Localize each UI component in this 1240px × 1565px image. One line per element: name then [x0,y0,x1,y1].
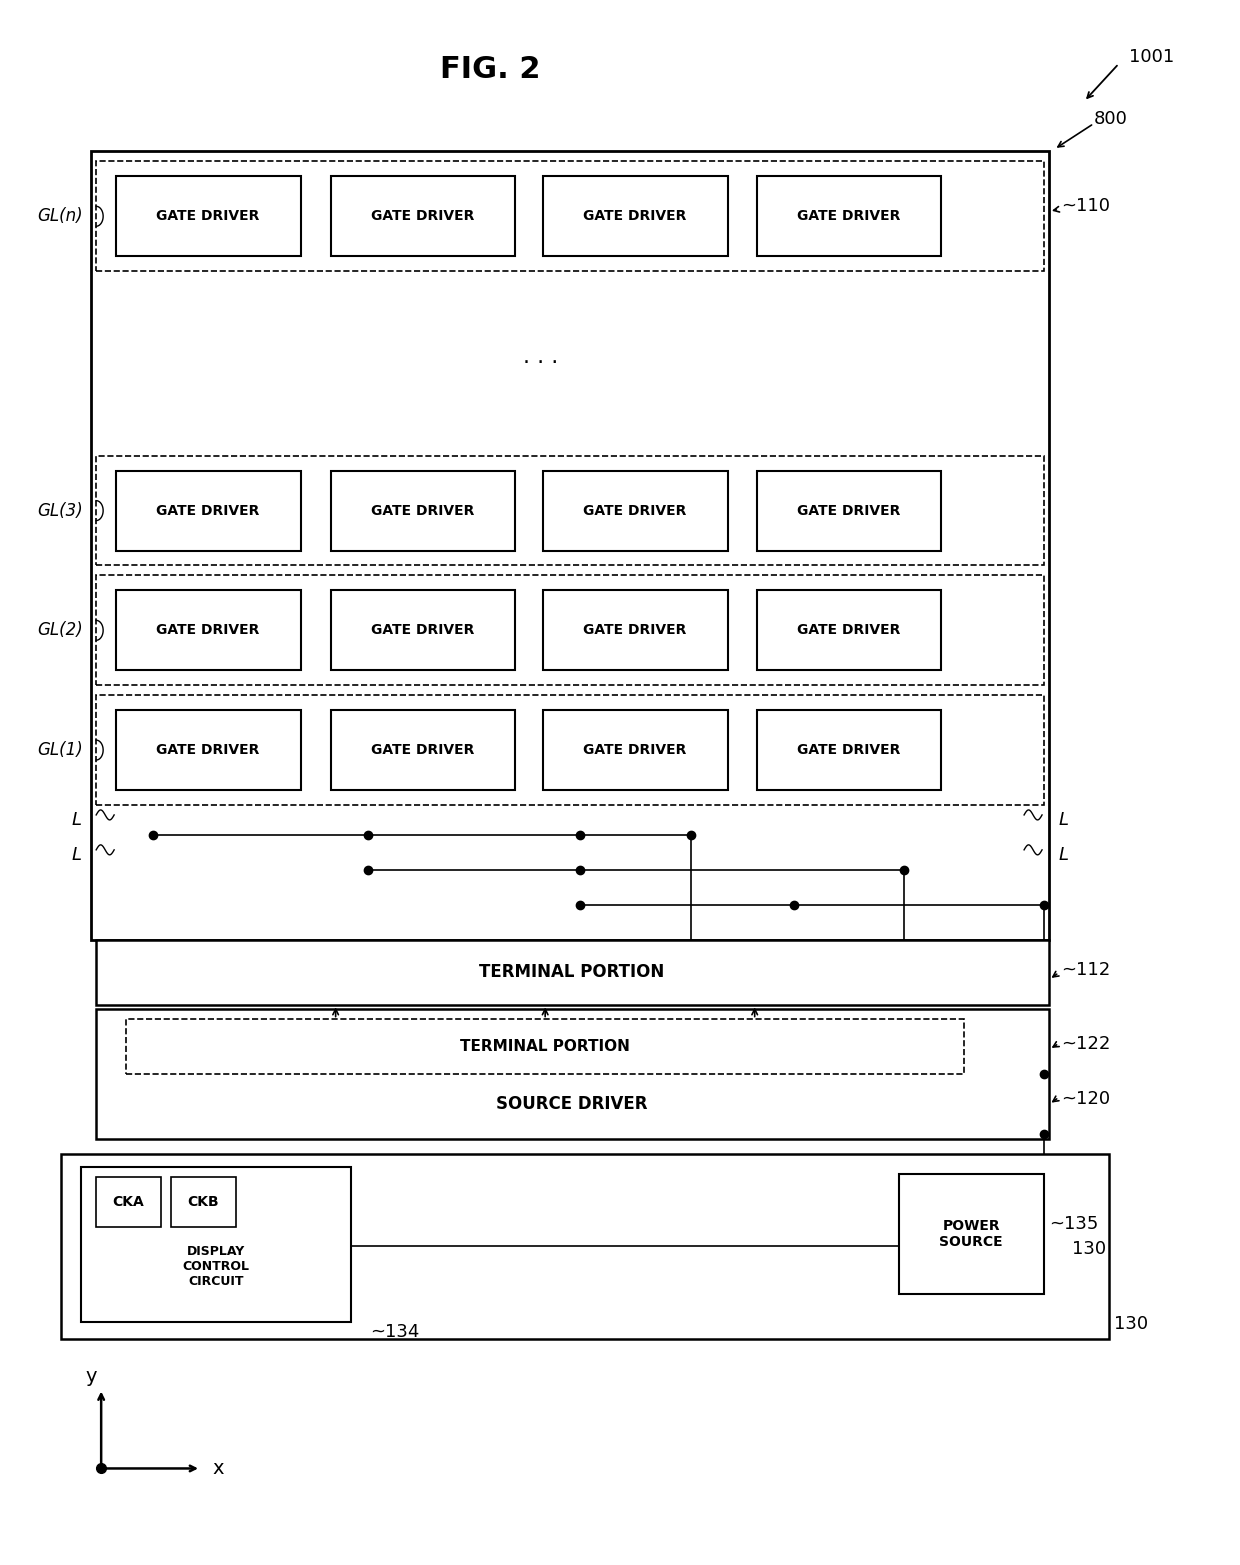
Text: x: x [213,1459,224,1477]
Text: TERMINAL PORTION: TERMINAL PORTION [480,962,665,981]
Text: ~120: ~120 [1061,1091,1110,1108]
Bar [331,471,516,551]
Text: L: L [71,811,81,829]
Text: ~135: ~135 [1049,1214,1099,1233]
Bar [117,711,301,790]
Text: y: y [86,1368,97,1387]
Text: GL(2): GL(2) [37,621,83,640]
Text: L: L [1059,845,1069,864]
Text: CKA: CKA [113,1196,144,1210]
Bar [543,471,728,551]
Bar [97,1009,1049,1139]
Bar [171,1177,236,1227]
Bar [97,161,1044,271]
Text: 130: 130 [1073,1239,1106,1258]
Bar [331,590,516,670]
Bar [97,455,1044,565]
Text: GL(1): GL(1) [37,742,83,759]
Bar [117,471,301,551]
Bar [331,177,516,257]
Text: GATE DRIVER: GATE DRIVER [797,504,900,518]
Text: CKB: CKB [187,1196,218,1210]
Bar [756,590,941,670]
Bar [117,177,301,257]
Text: GATE DRIVER: GATE DRIVER [797,743,900,757]
Text: GATE DRIVER: GATE DRIVER [583,743,687,757]
Bar [61,1153,1109,1338]
Text: GATE DRIVER: GATE DRIVER [371,210,474,224]
Bar [97,576,1044,685]
Text: GATE DRIVER: GATE DRIVER [583,210,687,224]
Text: GATE DRIVER: GATE DRIVER [583,623,687,637]
Text: GATE DRIVER: GATE DRIVER [371,623,474,637]
Bar [543,177,728,257]
Text: GATE DRIVER: GATE DRIVER [797,623,900,637]
Text: SOURCE DRIVER: SOURCE DRIVER [496,1096,647,1113]
Text: GATE DRIVER: GATE DRIVER [156,210,259,224]
Bar [126,1019,965,1074]
Text: GATE DRIVER: GATE DRIVER [797,210,900,224]
Text: 130: 130 [1114,1315,1148,1333]
Text: FIG. 2: FIG. 2 [440,55,541,85]
Bar [543,590,728,670]
Text: · · ·: · · · [522,354,558,372]
Text: ~122: ~122 [1061,1036,1110,1053]
Bar [97,695,1044,804]
Text: GATE DRIVER: GATE DRIVER [156,623,259,637]
Text: ~112: ~112 [1061,961,1110,978]
Text: GATE DRIVER: GATE DRIVER [156,504,259,518]
Bar [97,1177,161,1227]
Bar [97,939,1049,1005]
Bar [899,1174,1044,1294]
Text: DISPLAY
CONTROL
CIRCUIT: DISPLAY CONTROL CIRCUIT [182,1246,249,1288]
Bar [92,152,1049,939]
Text: 800: 800 [1094,111,1128,128]
Bar [117,590,301,670]
Text: L: L [71,845,81,864]
Text: GATE DRIVER: GATE DRIVER [583,504,687,518]
Bar [756,471,941,551]
Bar [756,177,941,257]
Text: GATE DRIVER: GATE DRIVER [371,743,474,757]
Text: GATE DRIVER: GATE DRIVER [371,504,474,518]
Text: 1001: 1001 [1128,47,1174,66]
Bar [81,1167,351,1322]
Text: ~110: ~110 [1061,197,1110,216]
Text: ~134: ~134 [371,1322,420,1341]
Text: GL(n): GL(n) [37,207,83,225]
Text: GL(3): GL(3) [37,502,83,520]
Text: POWER
SOURCE: POWER SOURCE [940,1219,1003,1249]
Bar [331,711,516,790]
Bar [756,711,941,790]
Text: GATE DRIVER: GATE DRIVER [156,743,259,757]
Text: TERMINAL PORTION: TERMINAL PORTION [460,1039,630,1053]
Text: L: L [1059,811,1069,829]
Bar [543,711,728,790]
